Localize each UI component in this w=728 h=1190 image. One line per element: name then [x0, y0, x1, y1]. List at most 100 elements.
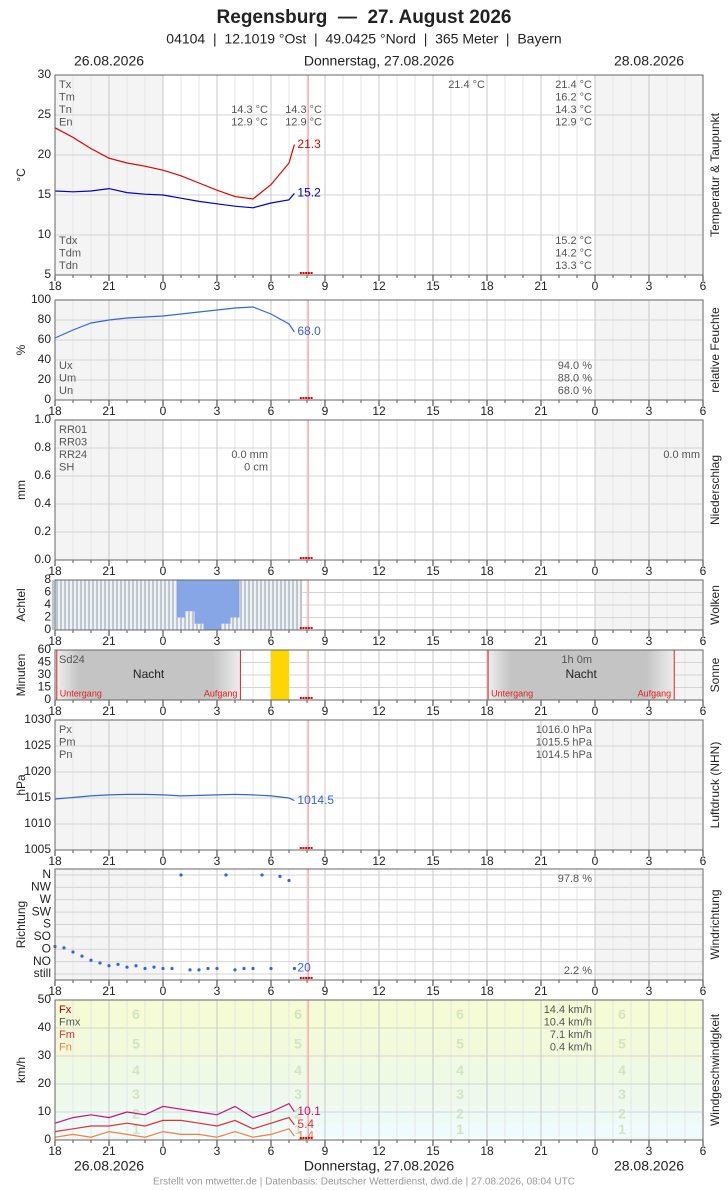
y-tick-label: SO — [34, 929, 51, 943]
beaufort-label: 5 — [618, 1036, 626, 1052]
gap-marker — [310, 847, 313, 849]
y-tick-label: 10 — [38, 1104, 52, 1118]
beaufort-label: 5 — [456, 1036, 464, 1052]
x-tick-label: 12 — [372, 1144, 386, 1158]
data-point — [134, 964, 138, 968]
y-tick-label: 100 — [31, 292, 51, 306]
beaufort-label: 3 — [294, 1086, 302, 1102]
side-label: Wolken — [708, 585, 722, 625]
x-tick-label: 21 — [102, 984, 116, 998]
stat-name: RR03 — [59, 436, 87, 448]
data-point — [215, 966, 219, 971]
gap-marker — [299, 697, 302, 699]
x-tick-label: 21 — [102, 564, 116, 578]
stat-value: 1h 0m — [561, 654, 592, 666]
stat-name: SH — [59, 461, 74, 473]
stat-name: En — [59, 116, 72, 128]
data-line — [54, 793, 295, 802]
y-tick-label: SW — [32, 904, 52, 918]
y-tick-label: still — [34, 966, 51, 980]
bar — [122, 580, 132, 630]
data-point — [152, 965, 156, 969]
x-tick-label: 0 — [592, 404, 599, 418]
end-label: 68.0 — [297, 324, 321, 338]
x-tick-label: 12 — [372, 854, 386, 868]
x-tick-label: 15 — [426, 404, 440, 418]
beaufort-label: 4 — [618, 1062, 626, 1078]
y-tick-label: 1005 — [24, 842, 51, 856]
gap-marker — [307, 627, 310, 629]
gap-marker — [307, 847, 310, 849]
bar — [158, 580, 168, 630]
sunrise-label: Aufgang — [204, 688, 238, 698]
stat-value: 14.3 °C — [231, 104, 268, 116]
clear-sky — [221, 580, 231, 624]
gap-marker — [302, 697, 305, 699]
y-tick-label: 30 — [38, 667, 52, 681]
gap-marker — [307, 1137, 310, 1139]
y-axis-label: % — [14, 344, 28, 355]
x-tick-label: 6 — [268, 404, 275, 418]
stat-name: Pm — [59, 736, 76, 748]
stat-name: Fm — [59, 1029, 75, 1041]
gap-marker — [307, 977, 310, 979]
x-tick-label: 6 — [268, 704, 275, 718]
x-tick-label: 6 — [700, 984, 707, 998]
bar — [140, 580, 150, 630]
bar — [113, 580, 123, 630]
x-tick-label: 18 — [480, 634, 494, 648]
data-line — [54, 306, 295, 339]
beaufort-label: 5 — [132, 1036, 140, 1052]
x-tick-label: 18 — [48, 984, 62, 998]
side-label: Windrichtung — [708, 889, 722, 959]
data-point — [161, 966, 165, 971]
y-tick-label: 0.8 — [34, 440, 51, 454]
y-axis-label: hPa — [14, 774, 28, 796]
y-tick-label: NO — [33, 954, 51, 968]
stat-value: 68.0 % — [558, 385, 592, 397]
y-axis-label: km/h — [14, 1057, 28, 1083]
stat-value: 97.8 % — [558, 873, 592, 885]
stat-value: 15.2 °C — [555, 235, 592, 247]
data-point — [224, 873, 228, 877]
gap-marker — [305, 397, 308, 399]
footer: Erstellt von mtwetter.de | Datenbasis: D… — [153, 1177, 575, 1188]
stat-value: 14.2 °C — [555, 247, 592, 259]
x-tick-label: 18 — [48, 704, 62, 718]
data-point — [292, 966, 296, 971]
gap-marker — [299, 557, 302, 559]
gap-marker — [305, 627, 308, 629]
data-line — [54, 187, 295, 209]
x-tick-label: 15 — [426, 634, 440, 648]
stat-value: 12.9 °C — [285, 116, 322, 128]
gap-marker — [305, 697, 308, 699]
gap-marker — [310, 977, 313, 979]
x-tick-label: 9 — [322, 634, 329, 648]
gap-marker — [302, 977, 305, 979]
gap-marker — [307, 397, 310, 399]
x-tick-label: 9 — [322, 1144, 329, 1158]
y-tick-label: 0 — [44, 1132, 51, 1146]
stat-value: 12.9 °C — [231, 116, 268, 128]
y-tick-label: 30 — [38, 67, 52, 81]
beaufort-label: 1 — [132, 1121, 140, 1137]
gap-marker — [299, 627, 302, 629]
stat-value: 14.3 °C — [285, 104, 322, 116]
x-tick-label: 21 — [534, 1144, 548, 1158]
x-tick-label: 12 — [372, 704, 386, 718]
gap-marker — [299, 272, 302, 274]
date-label: Donnerstag, 27.08.2026 — [304, 53, 454, 69]
panel-frame — [54, 579, 704, 631]
data-point — [125, 965, 129, 969]
stat-name: Um — [59, 372, 76, 384]
y-tick-label: 1.0 — [34, 412, 51, 426]
clear-sky — [203, 580, 213, 630]
x-tick-label: 21 — [534, 634, 548, 648]
x-tick-label: 3 — [646, 279, 653, 293]
date-label: 26.08.2026 — [74, 53, 144, 69]
stat-value: 14.3 °C — [555, 104, 592, 116]
x-tick-label: 12 — [372, 984, 386, 998]
x-tick-label: 6 — [700, 564, 707, 578]
bar — [59, 580, 69, 630]
y-axis-label: Richtung — [14, 901, 28, 948]
